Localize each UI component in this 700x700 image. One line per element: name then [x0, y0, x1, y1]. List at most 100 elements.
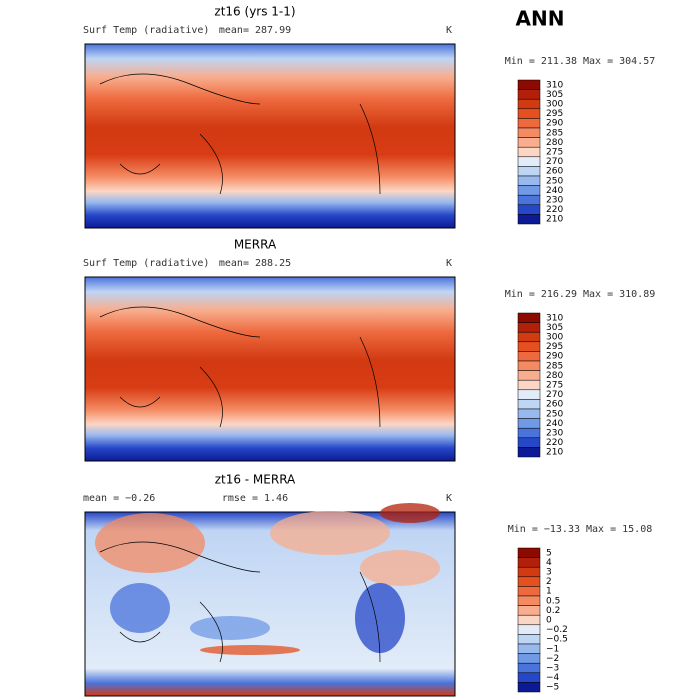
colorbar-label: 3 [546, 568, 552, 578]
colorbar-box [517, 341, 541, 352]
colorbar-label: 260 [546, 400, 563, 410]
colorbar-label: 250 [546, 176, 563, 186]
colorbar-box [517, 605, 541, 616]
colorbar-label: 310 [546, 313, 563, 323]
colorbar-box [517, 118, 541, 129]
map-anomaly [95, 513, 205, 573]
colorbar-label: −3 [546, 664, 559, 674]
colorbar-box [517, 662, 541, 674]
colorbar-box [517, 576, 541, 587]
range-text: Min = 216.29 Max = 310.89 [505, 289, 656, 300]
colorbar-box [517, 586, 541, 597]
colorbar-label: 0.2 [546, 606, 560, 616]
colorbar-box [517, 146, 541, 158]
colorbar-label: 5 [546, 548, 552, 558]
map-field [84, 43, 456, 229]
colorbar-label: −0.2 [546, 625, 568, 635]
range-text: Min = −13.33 Max = 15.08 [508, 524, 653, 535]
panel-title: zt16 (yrs 1-1) [214, 5, 295, 19]
colorbar-label: −2 [546, 654, 559, 664]
colorbar-label: 240 [546, 419, 563, 429]
colorbar-label: −1 [546, 644, 559, 654]
colorbar-box [517, 156, 541, 167]
colorbar-label: −5 [546, 683, 559, 693]
colorbar-box [517, 137, 541, 148]
colorbar-label: 270 [546, 157, 563, 167]
map-anomaly [110, 583, 170, 633]
map-anomaly [200, 645, 300, 655]
colorbar-label: 0.5 [546, 596, 560, 606]
colorbar-box [517, 595, 541, 606]
colorbar-label: 290 [546, 119, 563, 129]
colorbar-label: 275 [546, 148, 563, 158]
range-text: Min = 211.38 Max = 304.57 [505, 56, 656, 67]
colorbar-label: 0 [546, 616, 552, 626]
colorbar-box [517, 360, 541, 371]
colorbar-label: 220 [546, 438, 563, 448]
colorbar-label: 300 [546, 100, 563, 110]
colorbar-label: 280 [546, 138, 563, 148]
colorbar-box [517, 166, 541, 177]
center-label: mean= 287.99 [219, 25, 291, 36]
colorbar-label: 270 [546, 390, 563, 400]
colorbar-label: 290 [546, 352, 563, 362]
colorbar-label: 210 [546, 448, 563, 458]
colorbar-box [517, 682, 541, 693]
map-anomaly [355, 583, 405, 653]
colorbar-label: 285 [546, 128, 563, 138]
colorbar-box [517, 634, 541, 645]
colorbar-box [517, 79, 541, 90]
colorbar-label: 275 [546, 381, 563, 391]
map-anomaly [380, 503, 440, 523]
colorbar-label: 1 [546, 587, 552, 597]
colorbar-label: 300 [546, 333, 563, 343]
map-anomaly [190, 616, 270, 640]
colorbar-box [517, 624, 541, 635]
colorbar-box [517, 194, 541, 206]
colorbar-box [517, 672, 541, 683]
coastline [99, 73, 381, 195]
colorbar-label: 240 [546, 186, 563, 196]
colorbar-label: 295 [546, 342, 563, 352]
colorbar-box [517, 185, 541, 196]
colorbar-label: 210 [546, 215, 563, 225]
center-label: mean= 288.25 [219, 258, 291, 269]
unit-label: K [446, 258, 452, 269]
colorbar-box [517, 418, 541, 429]
colorbar-label: 220 [546, 205, 563, 215]
colorbar-box [517, 351, 541, 362]
colorbar-box [517, 312, 541, 323]
colorbar-box [517, 427, 541, 439]
coastline [99, 541, 381, 663]
colorbar-label: 285 [546, 361, 563, 371]
colorbar-label: −4 [546, 673, 560, 683]
unit-label: K [446, 493, 452, 504]
colorbar-box [517, 389, 541, 400]
colorbar-label: 305 [546, 90, 563, 100]
colorbar-box [517, 379, 541, 391]
colorbar-label: 310 [546, 80, 563, 90]
colorbar-box [517, 547, 541, 558]
colorbar-label: 260 [546, 167, 563, 177]
colorbar-box [517, 204, 541, 215]
coastline [99, 306, 381, 428]
panel-title: MERRA [234, 238, 277, 252]
colorbar-label: 230 [546, 196, 563, 206]
season-label: ANN [516, 7, 565, 31]
colorbar-label: 230 [546, 429, 563, 439]
left-label: mean = −0.26 [83, 493, 155, 504]
colorbar-box [517, 331, 541, 343]
colorbar-box [517, 214, 541, 225]
colorbar-box [517, 89, 541, 100]
left-label: Surf Temp (radiative) [83, 258, 209, 269]
panel-title: zt16 - MERRA [215, 473, 296, 487]
colorbar-box [517, 447, 541, 458]
colorbar-label: 295 [546, 109, 563, 119]
colorbar-label: 250 [546, 409, 563, 419]
unit-label: K [446, 25, 452, 36]
colorbar-box [517, 653, 541, 664]
colorbar-box [517, 643, 541, 654]
colorbar-box [517, 437, 541, 448]
map-field [84, 276, 456, 462]
